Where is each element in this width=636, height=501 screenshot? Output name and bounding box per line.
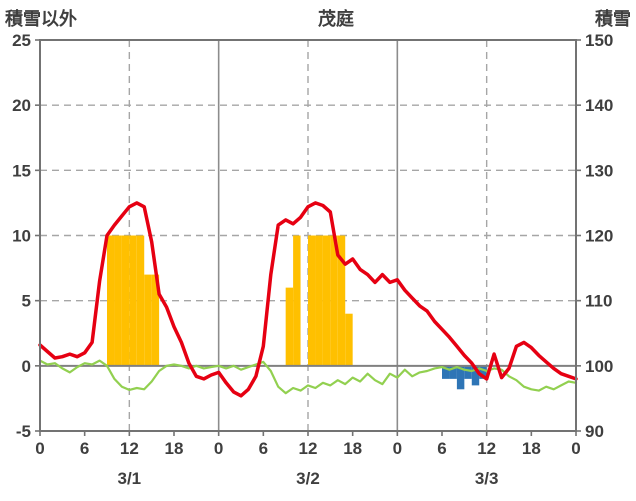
right-axis-tick-label: 90 <box>585 422 604 441</box>
blue-bars-bar <box>471 365 480 386</box>
orange-bars-bar <box>107 235 115 366</box>
orange-bars-bar <box>345 313 353 366</box>
left-axis-tick-label: 20 <box>12 96 31 115</box>
hour-tick-label: 6 <box>259 439 268 458</box>
orange-bars-bar <box>136 235 145 366</box>
hour-tick-label: 6 <box>437 439 446 458</box>
orange-bars-bar <box>293 235 301 366</box>
orange-bars-bar <box>151 274 160 366</box>
orange-bars-bar <box>129 235 137 366</box>
left-axis-tick-label: 5 <box>22 292 31 311</box>
left-axis-title: 積雪以外 <box>5 9 77 29</box>
date-label: 3/3 <box>475 469 499 488</box>
orange-bars-bar <box>121 235 130 366</box>
right-axis-tick-label: 100 <box>585 357 613 376</box>
hour-tick-label: 12 <box>299 439 318 458</box>
left-axis-tick-label: 0 <box>22 357 31 376</box>
hour-tick-label: 12 <box>477 439 496 458</box>
chart-header: 積雪以外 茂庭 積雪 <box>0 5 636 31</box>
date-label: 3/2 <box>296 469 320 488</box>
right-axis-tick-label: 120 <box>585 227 613 246</box>
chart-title: 茂庭 <box>318 9 354 29</box>
left-axis-tick-label: 15 <box>12 161 31 180</box>
hour-tick-label: 18 <box>522 439 541 458</box>
red-line <box>38 201 578 398</box>
right-axis-tick-label: 130 <box>585 161 613 180</box>
date-label: 3/1 <box>118 469 142 488</box>
orange-bars-bar <box>144 274 152 366</box>
orange-bars-bar <box>114 235 122 366</box>
blue-bars-bar <box>456 365 465 390</box>
hour-tick-label: 0 <box>393 439 402 458</box>
blue-bars <box>442 365 487 390</box>
orange-bars-bar <box>285 287 294 366</box>
blue-bars-bar <box>442 365 450 379</box>
orange-bars-bar <box>315 235 323 366</box>
hour-tick-label: 0 <box>571 439 580 458</box>
right-axis-tick-label: 140 <box>585 96 613 115</box>
right-axis-tick-label: 150 <box>585 31 613 50</box>
green-line <box>38 359 578 395</box>
orange-bars <box>107 235 353 366</box>
orange-bars-bar <box>337 235 346 366</box>
left-axis-tick-label: 25 <box>12 31 31 50</box>
blue-bars-bar <box>464 365 472 379</box>
orange-bars-bar <box>308 235 316 366</box>
blue-bars-bar <box>449 365 457 379</box>
hour-tick-label: 18 <box>343 439 362 458</box>
blue-bars-bar <box>479 365 487 379</box>
right-axis-title: 積雪 <box>595 9 631 29</box>
hour-tick-label: 12 <box>120 439 139 458</box>
hour-tick-label: 6 <box>80 439 89 458</box>
hour-tick-label: 0 <box>214 439 223 458</box>
hour-tick-label: 18 <box>165 439 184 458</box>
right-axis-tick-label: 110 <box>585 292 612 311</box>
left-axis-tick-label: 10 <box>12 227 31 246</box>
orange-bars-bar <box>322 235 331 366</box>
orange-bars-bar <box>330 235 338 366</box>
left-axis-tick-label: -5 <box>16 422 31 441</box>
hour-tick-label: 0 <box>35 439 44 458</box>
